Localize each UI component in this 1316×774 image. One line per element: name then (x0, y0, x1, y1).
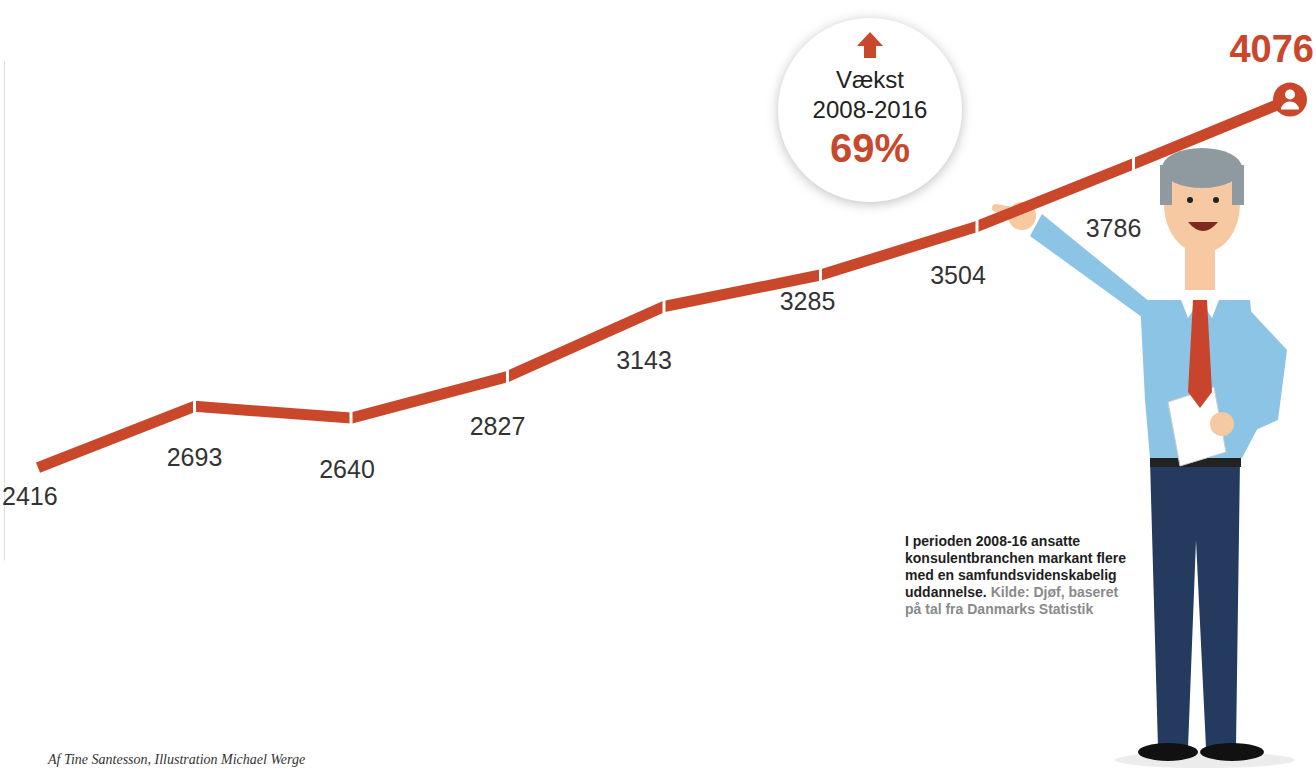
hair (1160, 165, 1172, 205)
tie (1188, 300, 1212, 408)
data-label: 3786 (1086, 214, 1142, 242)
shoe (1138, 743, 1198, 761)
end-icon (1285, 90, 1295, 100)
data-label: 2827 (470, 412, 526, 440)
hair (1162, 148, 1242, 188)
data-label: 3143 (616, 346, 672, 374)
plot-area (38, 83, 1307, 468)
mouth (1188, 222, 1218, 231)
data-label: 2640 (319, 455, 375, 483)
vertex-marker (976, 218, 979, 234)
data-line (38, 100, 1290, 468)
vertex-marker (506, 369, 509, 385)
page: Vækst 2008-2016 69% 2416 2693 2640 2827 3143 328… (0, 0, 1316, 774)
eye (1213, 197, 1219, 203)
hair (1232, 165, 1244, 205)
data-label: 2416 (2, 482, 58, 510)
bubble-text: 2008-2016 (813, 96, 928, 123)
hand (1210, 412, 1234, 436)
chart-svg: Vækst 2008-2016 69% 2416 2693 2640 2827 3143 328… (0, 0, 1316, 774)
bubble-text: Vækst (836, 66, 904, 93)
data-label: 3285 (780, 287, 836, 315)
data-labels: 2416 2693 2640 2827 3143 3285 3504 3786 4076 (2, 28, 1314, 510)
vertex-marker (193, 398, 196, 414)
bubble-circle (778, 18, 962, 202)
data-label: 3504 (930, 261, 986, 289)
shoe (1200, 743, 1264, 761)
end-point (1273, 83, 1307, 117)
eye (1187, 197, 1193, 203)
illustration (996, 148, 1295, 768)
end-icon (1281, 102, 1299, 110)
vertex-marker (663, 299, 666, 315)
vertex-marker (350, 410, 353, 426)
growth-bubble: Vækst 2008-2016 69% (778, 18, 962, 202)
growth-arrow (857, 32, 883, 58)
data-label: 4076 (1229, 28, 1314, 70)
trousers (1150, 460, 1240, 748)
bubble-highlight: 69% (830, 126, 910, 170)
caption-block: I perioden 2008-16 ansatte konsulentbran… (905, 533, 1133, 618)
byline: Af Tine Santesson, Illustration Michael … (47, 752, 305, 767)
vertex-marker (819, 267, 822, 283)
arm-raised (1030, 214, 1168, 336)
vertex-marker (1132, 156, 1135, 172)
data-label: 2693 (167, 443, 223, 471)
